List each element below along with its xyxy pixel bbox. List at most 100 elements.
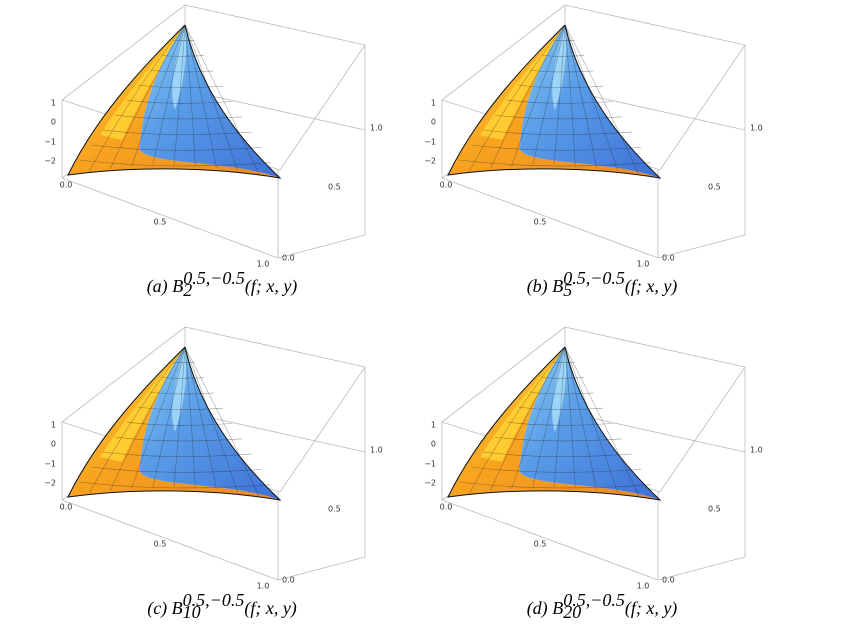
z-tick-label: −2 [424, 157, 436, 166]
mesh-line [483, 129, 632, 135]
mesh-line [79, 481, 271, 489]
y-tick-label: 1.0 [370, 124, 383, 133]
mesh-line [459, 159, 651, 167]
box-edge [441, 326, 566, 423]
mesh-line [149, 69, 214, 73]
surface-blue [520, 25, 660, 178]
surface-highlight [552, 347, 567, 432]
mesh-line [152, 346, 186, 487]
surface-edge [447, 24, 662, 179]
x-tick-label: 0.0 [60, 503, 73, 512]
caption: (a) B 0.5,−0.5 2 (f; x, y) [147, 269, 298, 300]
mesh-line [564, 24, 597, 168]
box-edge [564, 4, 746, 46]
caption-symbol: B [552, 276, 564, 297]
mesh-line [103, 451, 252, 457]
mesh-line [532, 24, 566, 165]
mesh-line [518, 406, 604, 410]
mesh-line [161, 376, 205, 379]
mesh-line [468, 24, 566, 172]
mesh-line [173, 346, 186, 487]
z-tick-label: −1 [424, 460, 436, 469]
y-tick-label: 0.5 [708, 505, 721, 514]
x-tick-label: 0.5 [154, 218, 167, 227]
mesh-line [553, 39, 575, 41]
y-tick-label: 0.0 [282, 576, 295, 585]
mesh-line [110, 24, 186, 169]
y-tick-label: 1.0 [370, 446, 383, 455]
mesh-line [184, 24, 217, 168]
y-tick-label: 1.0 [750, 446, 763, 455]
mesh-line [114, 114, 243, 120]
surface-highlight [172, 25, 187, 110]
x-tick-label: 0.5 [154, 540, 167, 549]
y-tick-label: 0.5 [328, 183, 341, 192]
surface-blue [140, 25, 280, 178]
mesh-line [529, 69, 594, 73]
box-edge [184, 89, 366, 131]
mesh-line [553, 24, 566, 165]
mesh-line [91, 144, 262, 151]
mesh-line [138, 84, 224, 88]
caption-subscript: 5 [563, 280, 573, 300]
caption: (b) B 0.5,−0.5 5 (f; x, y) [527, 269, 678, 300]
mesh-line [471, 144, 642, 151]
box-edge [659, 44, 746, 171]
caption-scripts: 0.5,−0.5 2 [183, 268, 245, 300]
mesh-line [103, 129, 252, 135]
mesh-line [184, 346, 217, 490]
z-tick-label: −1 [424, 138, 436, 147]
caption-superscript: 0.5,−0.5 [183, 268, 245, 288]
mesh-line [152, 24, 186, 165]
caption-symbol: B [172, 276, 184, 297]
caption-superscript: 0.5,−0.5 [182, 590, 245, 610]
caption-argument: (f; x, y) [624, 598, 678, 619]
box-edge [659, 366, 746, 493]
y-tick-label: 0.5 [708, 183, 721, 192]
box-edge [441, 499, 659, 581]
mesh-line [511, 346, 566, 489]
surface-edge [67, 346, 282, 501]
surface-blue [140, 347, 280, 500]
caption-argument: (f; x, y) [244, 276, 298, 297]
z-tick-label: −1 [44, 138, 56, 147]
box-edge [441, 4, 566, 101]
x-tick-label: 0.5 [534, 218, 547, 227]
z-tick-label: 1 [51, 421, 56, 430]
mesh-line [553, 361, 575, 363]
mesh-line [564, 346, 640, 497]
z-tick-label: 1 [431, 421, 436, 430]
mesh-line [494, 114, 623, 120]
z-tick-label: −1 [44, 460, 56, 469]
caption: (d) B 0.5,−0.5 20 (f; x, y) [527, 591, 678, 622]
x-tick-label: 0.5 [534, 540, 547, 549]
x-tick-label: 1.0 [637, 582, 650, 591]
surface-edge [67, 24, 282, 179]
surface-edge [447, 346, 662, 501]
mesh-line [161, 54, 205, 57]
panel: 1 0 −1 −2 0.0 0.5 1.0 0.0 0.5 1.0 [44, 4, 383, 269]
z-tick-label: −2 [424, 479, 436, 488]
box-edge [61, 4, 186, 101]
mesh-line [459, 481, 651, 489]
box-edge [184, 326, 366, 368]
box-edge [61, 177, 279, 259]
mesh-line [564, 24, 640, 175]
caption: (c) B 0.5,−0.5 10 (f; x, y) [147, 591, 297, 622]
caption-symbol: B [171, 598, 183, 619]
mesh-line [506, 99, 613, 104]
mesh-line [564, 346, 618, 493]
box-edge [61, 326, 186, 423]
caption-subscript: 2 [183, 280, 193, 300]
mesh-line [511, 24, 566, 167]
mesh-line [126, 421, 233, 426]
mesh-line [88, 24, 186, 172]
mesh-line [564, 346, 597, 490]
x-tick-label: 0.0 [60, 181, 73, 190]
mesh-line [173, 361, 195, 363]
mesh-line [184, 346, 196, 488]
mesh-line [173, 39, 195, 41]
x-tick-label: 1.0 [257, 260, 270, 269]
z-tick-label: 1 [431, 99, 436, 108]
x-tick-label: 1.0 [637, 260, 650, 269]
